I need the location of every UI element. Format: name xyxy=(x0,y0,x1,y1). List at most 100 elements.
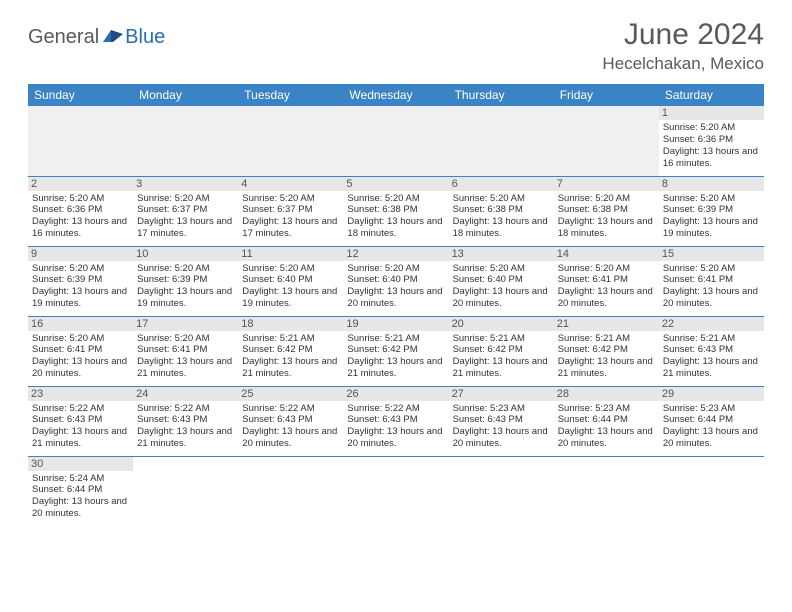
calendar-cell: 6Sunrise: 5:20 AMSunset: 6:38 PMDaylight… xyxy=(449,176,554,246)
day-number: 27 xyxy=(449,387,554,401)
sunrise-text: Sunrise: 5:20 AM xyxy=(453,193,550,205)
daylight-text: Daylight: 13 hours and 20 minutes. xyxy=(558,286,655,310)
calendar-week-row: 16 Sunrise: 5:20 AMSunset: 6:41 PMDayligh… xyxy=(28,316,764,386)
sunrise-text: Sunrise: 5:20 AM xyxy=(242,263,339,275)
calendar-cell xyxy=(554,106,659,176)
day-number: 18 xyxy=(238,317,343,331)
calendar-week-row: 23Sunrise: 5:22 AMSunset: 6:43 PMDayligh… xyxy=(28,386,764,456)
day-info: Sunrise: 5:20 AMSunset: 6:36 PMDaylight:… xyxy=(32,193,129,241)
logo: General Blue xyxy=(28,18,165,49)
day-info: Sunrise: 5:21 AMSunset: 6:42 PMDaylight:… xyxy=(453,333,550,381)
day-info: Sunrise: 5:20 AMSunset: 6:38 PMDaylight:… xyxy=(347,193,444,241)
daylight-text: Daylight: 13 hours and 21 minutes. xyxy=(137,426,234,450)
calendar-cell: 2 Sunrise: 5:20 AMSunset: 6:36 PMDaylight… xyxy=(28,176,133,246)
daylight-text: Daylight: 13 hours and 16 minutes. xyxy=(663,146,760,170)
sunset-text: Sunset: 6:36 PM xyxy=(663,134,760,146)
day-info: Sunrise: 5:21 AMSunset: 6:42 PMDaylight:… xyxy=(558,333,655,381)
sunrise-text: Sunrise: 5:23 AM xyxy=(558,403,655,415)
sunset-text: Sunset: 6:41 PM xyxy=(32,344,129,356)
sunset-text: Sunset: 6:37 PM xyxy=(137,204,234,216)
sunset-text: Sunset: 6:39 PM xyxy=(137,274,234,286)
sunrise-text: Sunrise: 5:20 AM xyxy=(663,263,760,275)
sunrise-text: Sunrise: 5:23 AM xyxy=(663,403,760,415)
day-info: Sunrise: 5:22 AMSunset: 6:43 PMDaylight:… xyxy=(32,403,129,451)
sunset-text: Sunset: 6:41 PM xyxy=(137,344,234,356)
daylight-text: Daylight: 13 hours and 21 minutes. xyxy=(453,356,550,380)
day-info: Sunrise: 5:20 AMSunset: 6:41 PMDaylight:… xyxy=(663,263,760,311)
day-info: Sunrise: 5:20 AMSunset: 6:39 PMDaylight:… xyxy=(137,263,234,311)
day-number: 4 xyxy=(238,177,343,191)
calendar-week-row: 1Sunrise: 5:20 AMSunset: 6:36 PMDaylight… xyxy=(28,106,764,176)
day-info: Sunrise: 5:20 AMSunset: 6:41 PMDaylight:… xyxy=(558,263,655,311)
logo-text-general: General xyxy=(28,26,99,49)
day-info: Sunrise: 5:22 AMSunset: 6:43 PMDaylight:… xyxy=(242,403,339,451)
day-info: Sunrise: 5:23 AMSunset: 6:44 PMDaylight:… xyxy=(558,403,655,451)
calendar-cell: 13 Sunrise: 5:20 AMSunset: 6:40 PMDayligh… xyxy=(449,246,554,316)
daylight-text: Daylight: 13 hours and 21 minutes. xyxy=(347,356,444,380)
sunrise-text: Sunrise: 5:20 AM xyxy=(453,263,550,275)
calendar-cell: 26Sunrise: 5:22 AMSunset: 6:43 PMDayligh… xyxy=(343,386,448,456)
day-info: Sunrise: 5:22 AMSunset: 6:43 PMDaylight:… xyxy=(347,403,444,451)
sunset-text: Sunset: 6:44 PM xyxy=(558,414,655,426)
sunrise-text: Sunrise: 5:20 AM xyxy=(663,122,760,134)
daylight-text: Daylight: 13 hours and 18 minutes. xyxy=(558,216,655,240)
day-info: Sunrise: 5:20 AMSunset: 6:38 PMDaylight:… xyxy=(453,193,550,241)
flag-icon xyxy=(103,28,125,42)
calendar-cell: 12Sunrise: 5:20 AMSunset: 6:40 PMDayligh… xyxy=(343,246,448,316)
day-info: Sunrise: 5:20 AMSunset: 6:39 PMDaylight:… xyxy=(32,263,129,311)
sunrise-text: Sunrise: 5:20 AM xyxy=(32,263,129,275)
day-number: 16 xyxy=(28,317,133,331)
sunset-text: Sunset: 6:42 PM xyxy=(242,344,339,356)
sunrise-text: Sunrise: 5:20 AM xyxy=(558,263,655,275)
calendar-cell: 8Sunrise: 5:20 AMSunset: 6:39 PMDaylight… xyxy=(659,176,764,246)
calendar-cell xyxy=(28,106,133,176)
calendar-cell xyxy=(238,456,343,526)
calendar-cell xyxy=(449,106,554,176)
day-info: Sunrise: 5:20 AMSunset: 6:40 PMDaylight:… xyxy=(453,263,550,311)
calendar-cell: 9Sunrise: 5:20 AMSunset: 6:39 PMDaylight… xyxy=(28,246,133,316)
weekday-header: Saturday xyxy=(659,84,764,106)
day-info: Sunrise: 5:20 AMSunset: 6:41 PMDaylight:… xyxy=(32,333,129,381)
calendar-cell: 14 Sunrise: 5:20 AMSunset: 6:41 PMDayligh… xyxy=(554,246,659,316)
day-number: 28 xyxy=(554,387,659,401)
calendar-cell: 28 Sunrise: 5:23 AMSunset: 6:44 PMDayligh… xyxy=(554,386,659,456)
calendar-cell xyxy=(238,106,343,176)
sunrise-text: Sunrise: 5:21 AM xyxy=(242,333,339,345)
sunset-text: Sunset: 6:41 PM xyxy=(663,274,760,286)
day-number: 13 xyxy=(449,247,554,261)
sunrise-text: Sunrise: 5:20 AM xyxy=(347,193,444,205)
sunset-text: Sunset: 6:40 PM xyxy=(242,274,339,286)
sunset-text: Sunset: 6:38 PM xyxy=(558,204,655,216)
day-number: 17 xyxy=(133,317,238,331)
calendar-week-row: 2Sunrise: 5:20 AMSunset: 6:36 PMDaylight… xyxy=(28,176,764,246)
sunset-text: Sunset: 6:42 PM xyxy=(347,344,444,356)
sunset-text: Sunset: 6:36 PM xyxy=(32,204,129,216)
calendar-week-row: 30Sunrise: 5:24 AMSunset: 6:44 PMDayligh… xyxy=(28,456,764,526)
day-info: Sunrise: 5:20 AMSunset: 6:38 PMDaylight:… xyxy=(558,193,655,241)
weekday-header: Friday xyxy=(554,84,659,106)
weekday-header-row: Sunday Monday Tuesday Wednesday Thursday… xyxy=(28,84,764,106)
day-number: 24 xyxy=(133,387,238,401)
day-number: 2 xyxy=(28,177,133,191)
calendar-cell: 15Sunrise: 5:20 AMSunset: 6:41 PMDayligh… xyxy=(659,246,764,316)
calendar-cell xyxy=(133,456,238,526)
sunset-text: Sunset: 6:43 PM xyxy=(453,414,550,426)
title-block: June 2024 Hecelchakan, Mexico xyxy=(602,18,764,74)
sunset-text: Sunset: 6:43 PM xyxy=(137,414,234,426)
day-info: Sunrise: 5:24 AMSunset: 6:44 PMDaylight:… xyxy=(32,473,129,521)
day-info: Sunrise: 5:20 AMSunset: 6:36 PMDaylight:… xyxy=(663,122,760,170)
day-info: Sunrise: 5:20 AMSunset: 6:41 PMDaylight:… xyxy=(137,333,234,381)
sunrise-text: Sunrise: 5:22 AM xyxy=(242,403,339,415)
day-number: 11 xyxy=(238,247,343,261)
calendar-cell: 24Sunrise: 5:22 AMSunset: 6:43 PMDayligh… xyxy=(133,386,238,456)
sunset-text: Sunset: 6:40 PM xyxy=(453,274,550,286)
day-number: 12 xyxy=(343,247,448,261)
day-number: 14 xyxy=(554,247,659,261)
weekday-header: Wednesday xyxy=(343,84,448,106)
calendar-cell xyxy=(343,456,448,526)
day-info: Sunrise: 5:20 AMSunset: 6:37 PMDaylight:… xyxy=(242,193,339,241)
sunset-text: Sunset: 6:38 PM xyxy=(453,204,550,216)
calendar-cell: 23Sunrise: 5:22 AMSunset: 6:43 PMDayligh… xyxy=(28,386,133,456)
calendar-table: Sunday Monday Tuesday Wednesday Thursday… xyxy=(28,84,764,526)
daylight-text: Daylight: 13 hours and 18 minutes. xyxy=(347,216,444,240)
